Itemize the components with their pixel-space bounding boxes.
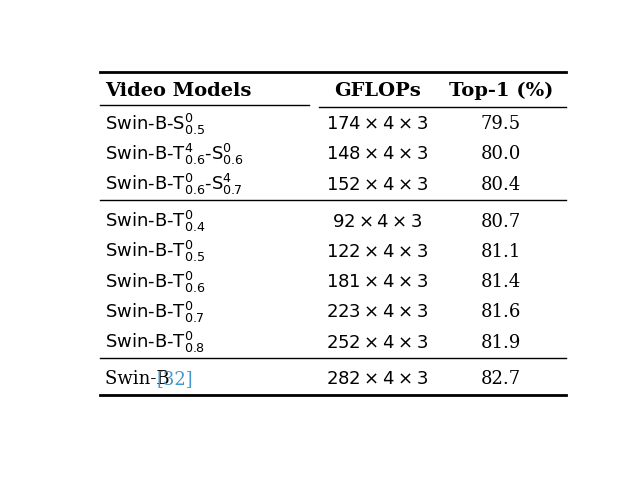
Text: 80.7: 80.7 bbox=[481, 213, 521, 230]
Text: $223 \times 4 \times 3$: $223 \times 4 \times 3$ bbox=[326, 303, 428, 321]
Text: $148 \times 4 \times 3$: $148 \times 4 \times 3$ bbox=[326, 146, 428, 163]
Text: $252 \times 4 \times 3$: $252 \times 4 \times 3$ bbox=[326, 333, 428, 352]
Text: $282 \times 4 \times 3$: $282 \times 4 \times 3$ bbox=[326, 370, 428, 388]
Text: $\mathrm{Swin\text{-}B\text{-}S}^{0}_{0.5}$: $\mathrm{Swin\text{-}B\text{-}S}^{0}_{0.… bbox=[105, 112, 205, 137]
Text: 80.0: 80.0 bbox=[481, 146, 521, 163]
Text: Video Models: Video Models bbox=[105, 82, 251, 100]
Text: $\mathrm{Swin\text{-}B\text{-}T}^{0}_{0.6}\text{-}\mathrm{S}^{4}_{0.7}$: $\mathrm{Swin\text{-}B\text{-}T}^{0}_{0.… bbox=[105, 172, 243, 197]
Text: $\mathrm{Swin\text{-}B\text{-}T}^{0}_{0.7}$: $\mathrm{Swin\text{-}B\text{-}T}^{0}_{0.… bbox=[105, 300, 204, 325]
Text: $\mathrm{Swin\text{-}B\text{-}T}^{0}_{0.8}$: $\mathrm{Swin\text{-}B\text{-}T}^{0}_{0.… bbox=[105, 330, 205, 355]
Text: 81.9: 81.9 bbox=[481, 333, 521, 352]
Text: $174 \times 4 \times 3$: $174 \times 4 \times 3$ bbox=[326, 115, 428, 133]
Text: $\mathrm{Swin\text{-}B\text{-}T}^{0}_{0.4}$: $\mathrm{Swin\text{-}B\text{-}T}^{0}_{0.… bbox=[105, 209, 205, 234]
Text: $\mathrm{Swin\text{-}B\text{-}T}^{0}_{0.5}$: $\mathrm{Swin\text{-}B\text{-}T}^{0}_{0.… bbox=[105, 240, 205, 264]
Text: $181 \times 4 \times 3$: $181 \times 4 \times 3$ bbox=[326, 273, 428, 291]
Text: 81.6: 81.6 bbox=[481, 303, 521, 321]
Text: 79.5: 79.5 bbox=[481, 115, 521, 133]
Text: Swin-B: Swin-B bbox=[105, 370, 175, 388]
Text: $\mathrm{Swin\text{-}B\text{-}T}^{0}_{0.6}$: $\mathrm{Swin\text{-}B\text{-}T}^{0}_{0.… bbox=[105, 270, 205, 295]
Text: 81.4: 81.4 bbox=[481, 273, 521, 291]
Text: $122 \times 4 \times 3$: $122 \times 4 \times 3$ bbox=[326, 243, 428, 261]
Text: $92 \times 4 \times 3$: $92 \times 4 \times 3$ bbox=[332, 213, 422, 230]
Text: 80.4: 80.4 bbox=[481, 176, 521, 194]
Text: 81.1: 81.1 bbox=[481, 243, 521, 261]
Text: GFLOPs: GFLOPs bbox=[334, 82, 420, 100]
Text: $152 \times 4 \times 3$: $152 \times 4 \times 3$ bbox=[326, 176, 428, 194]
Text: $\mathrm{Swin\text{-}B\text{-}T}^{4}_{0.6}\text{-}\mathrm{S}^{0}_{0.6}$: $\mathrm{Swin\text{-}B\text{-}T}^{4}_{0.… bbox=[105, 142, 244, 167]
Text: [32]: [32] bbox=[157, 370, 193, 388]
Text: Top-1 (%): Top-1 (%) bbox=[449, 81, 553, 100]
Text: 82.7: 82.7 bbox=[481, 370, 521, 388]
